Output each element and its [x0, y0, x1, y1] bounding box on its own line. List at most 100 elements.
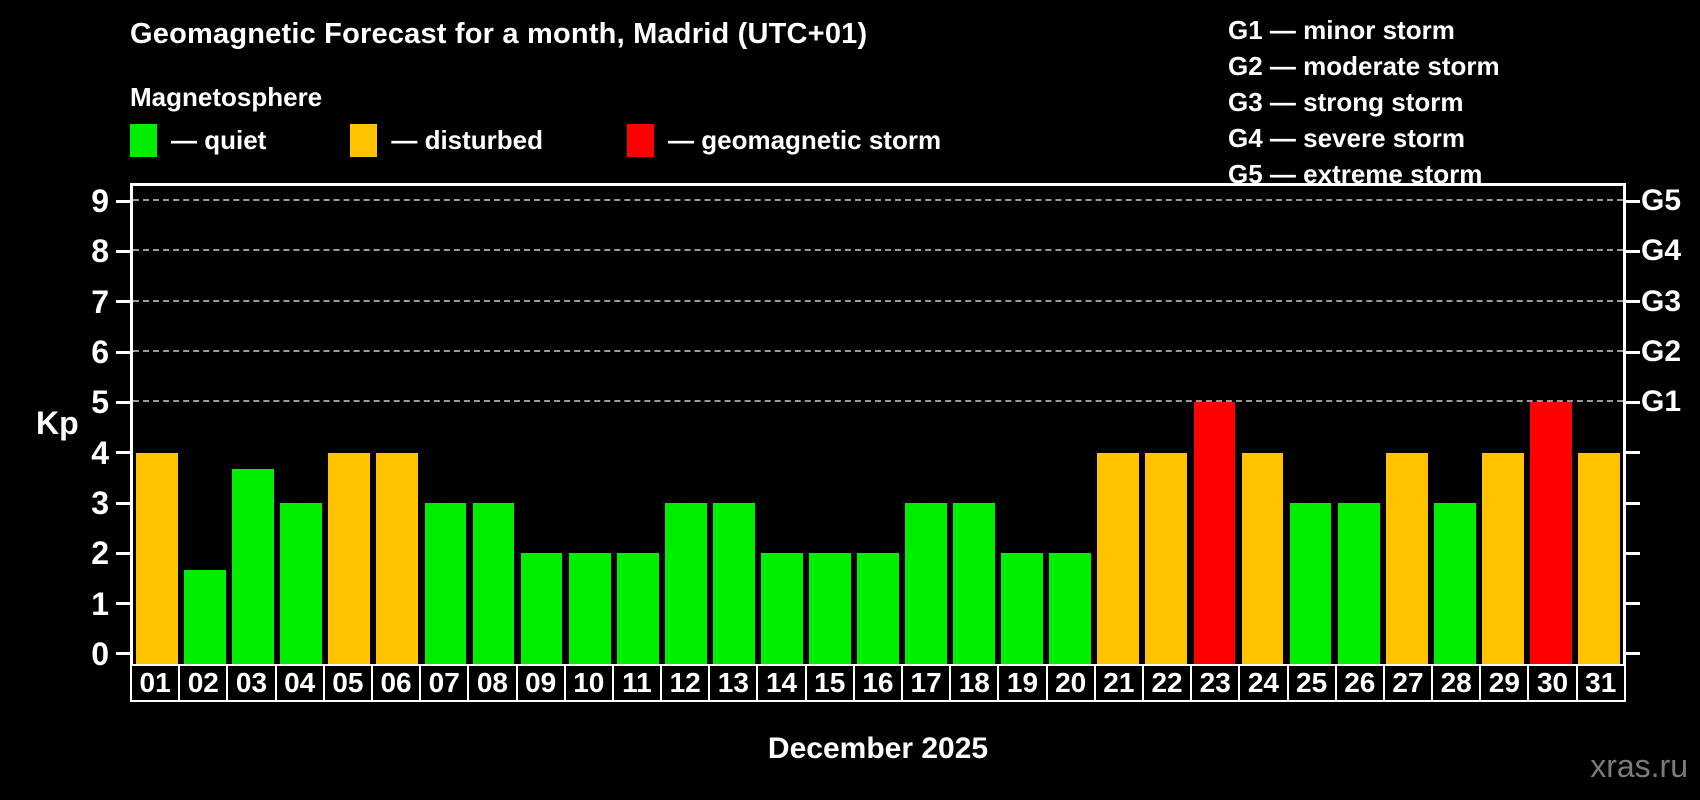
bar-day-17 — [905, 503, 947, 664]
y-tick-label-0: 0 — [91, 635, 109, 672]
bar-day-15 — [809, 553, 851, 664]
bar-day-31 — [1578, 452, 1620, 664]
left-tick-3 — [116, 501, 130, 505]
gridline-kp-9 — [133, 199, 1623, 202]
right-tick-9 — [1626, 199, 1640, 203]
right-tick-6 — [1626, 350, 1640, 354]
bar-day-06 — [376, 452, 419, 664]
right-tick-3 — [1626, 501, 1640, 505]
bar-day-02 — [184, 569, 226, 664]
left-tick-0 — [116, 652, 130, 656]
day-label-21: 21 — [1093, 664, 1144, 702]
g-tick-label-g4: G4 — [1641, 234, 1682, 268]
day-label-29: 29 — [1479, 664, 1530, 702]
legend-storm-label: — geomagnetic storm — [668, 125, 942, 155]
bar-day-13 — [712, 503, 755, 664]
y-tick-label-6: 6 — [91, 334, 109, 371]
day-label-04: 04 — [274, 664, 325, 702]
g-legend-line-g1: G1 — minor storm — [1228, 15, 1455, 45]
bar-day-05 — [328, 452, 371, 664]
day-label-23: 23 — [1190, 664, 1241, 702]
right-tick-7 — [1626, 300, 1640, 304]
right-tick-4 — [1626, 451, 1640, 455]
bar-day-01 — [136, 452, 178, 664]
g-legend-line-g4: G4 — severe storm — [1228, 123, 1466, 153]
y-tick-label-8: 8 — [91, 233, 109, 270]
y-tick-label-9: 9 — [91, 183, 109, 220]
right-tick-8 — [1626, 249, 1640, 253]
day-label-15: 15 — [804, 664, 855, 702]
day-label-05: 05 — [322, 664, 373, 702]
left-tick-9 — [116, 199, 130, 203]
bar-day-08 — [472, 503, 515, 664]
day-label-20: 20 — [1045, 664, 1096, 702]
left-tick-7 — [116, 300, 130, 304]
g-tick-label-g5: G5 — [1641, 184, 1682, 218]
month-label: December 2025 — [767, 732, 989, 765]
day-label-06: 06 — [370, 664, 422, 702]
bar-day-18 — [953, 503, 996, 664]
right-tick-0 — [1626, 652, 1640, 656]
bar-day-27 — [1385, 452, 1428, 664]
day-label-17: 17 — [901, 664, 952, 702]
y-tick-label-7: 7 — [91, 283, 109, 320]
g-tick-label-g3: G3 — [1641, 284, 1682, 318]
bar-day-19 — [1001, 553, 1044, 664]
day-label-01: 01 — [130, 664, 181, 702]
day-label-12: 12 — [660, 664, 711, 702]
day-label-19: 19 — [997, 664, 1048, 702]
g-legend-line-g2: G2 — moderate storm — [1228, 51, 1500, 81]
right-tick-1 — [1626, 602, 1640, 606]
bar-day-10 — [568, 553, 611, 664]
day-label-25: 25 — [1286, 664, 1337, 702]
g-legend-line-g3: G3 — strong storm — [1228, 87, 1464, 117]
storm-color-swatch — [627, 124, 655, 157]
right-tick-2 — [1626, 551, 1640, 555]
day-label-26: 26 — [1334, 664, 1385, 702]
day-label-28: 28 — [1431, 664, 1482, 702]
watermark: xras.ru — [1590, 748, 1688, 784]
bar-day-23 — [1193, 402, 1236, 664]
bar-day-30 — [1529, 402, 1572, 664]
day-label-07: 07 — [419, 664, 470, 702]
chart-title: Geomagnetic Forecast for a month, Madrid… — [130, 18, 868, 50]
gridline-kp-6 — [133, 350, 1623, 353]
bar-day-11 — [616, 553, 659, 664]
g-tick-label-g1: G1 — [1641, 385, 1682, 419]
chart-subtitle: Magnetosphere — [130, 82, 323, 112]
day-label-09: 09 — [515, 664, 566, 702]
day-label-22: 22 — [1141, 664, 1193, 702]
plot-area: 0 1 2 3 4 5 6 7 8 9 G1 G2 G3 G4 G5 — [91, 183, 1681, 671]
g-tick-label-g2: G2 — [1641, 335, 1682, 369]
bar-day-12 — [664, 503, 707, 664]
y-tick-label-5: 5 — [91, 384, 109, 421]
x-axis-day-labels: 01 02 03 04 05 06 07 08 09 10 11 12 13 14 15 16 17 18 19 20… — [130, 664, 1626, 702]
legend-item-disturbed: — disturbed — [350, 124, 543, 157]
legend-item-quiet: — quiet — [130, 124, 266, 157]
bar-day-22 — [1145, 452, 1188, 664]
day-label-18: 18 — [949, 664, 1000, 702]
day-label-16: 16 — [852, 664, 903, 702]
y-tick-label-3: 3 — [91, 485, 109, 521]
bar-day-21 — [1097, 452, 1140, 664]
bar-day-20 — [1049, 553, 1092, 664]
gridline-kp-8 — [133, 249, 1623, 252]
status-legend: — quiet — disturbed — geomagnetic storm — [130, 124, 941, 157]
day-label-14: 14 — [756, 664, 807, 702]
bar-day-25 — [1289, 503, 1332, 664]
day-label-10: 10 — [563, 664, 614, 702]
gridline-kp-7 — [133, 299, 1623, 302]
left-tick-1 — [116, 602, 130, 606]
disturbed-color-swatch — [350, 124, 378, 157]
left-tick-8 — [116, 249, 130, 253]
bar-day-09 — [520, 553, 563, 664]
bar-day-14 — [760, 553, 803, 664]
y-tick-label-1: 1 — [91, 585, 109, 622]
bar-day-07 — [424, 503, 467, 664]
bar-day-26 — [1337, 503, 1380, 664]
day-label-03: 03 — [226, 664, 277, 702]
bar-day-04 — [280, 503, 323, 664]
left-tick-6 — [116, 350, 130, 354]
day-label-13: 13 — [708, 664, 759, 702]
